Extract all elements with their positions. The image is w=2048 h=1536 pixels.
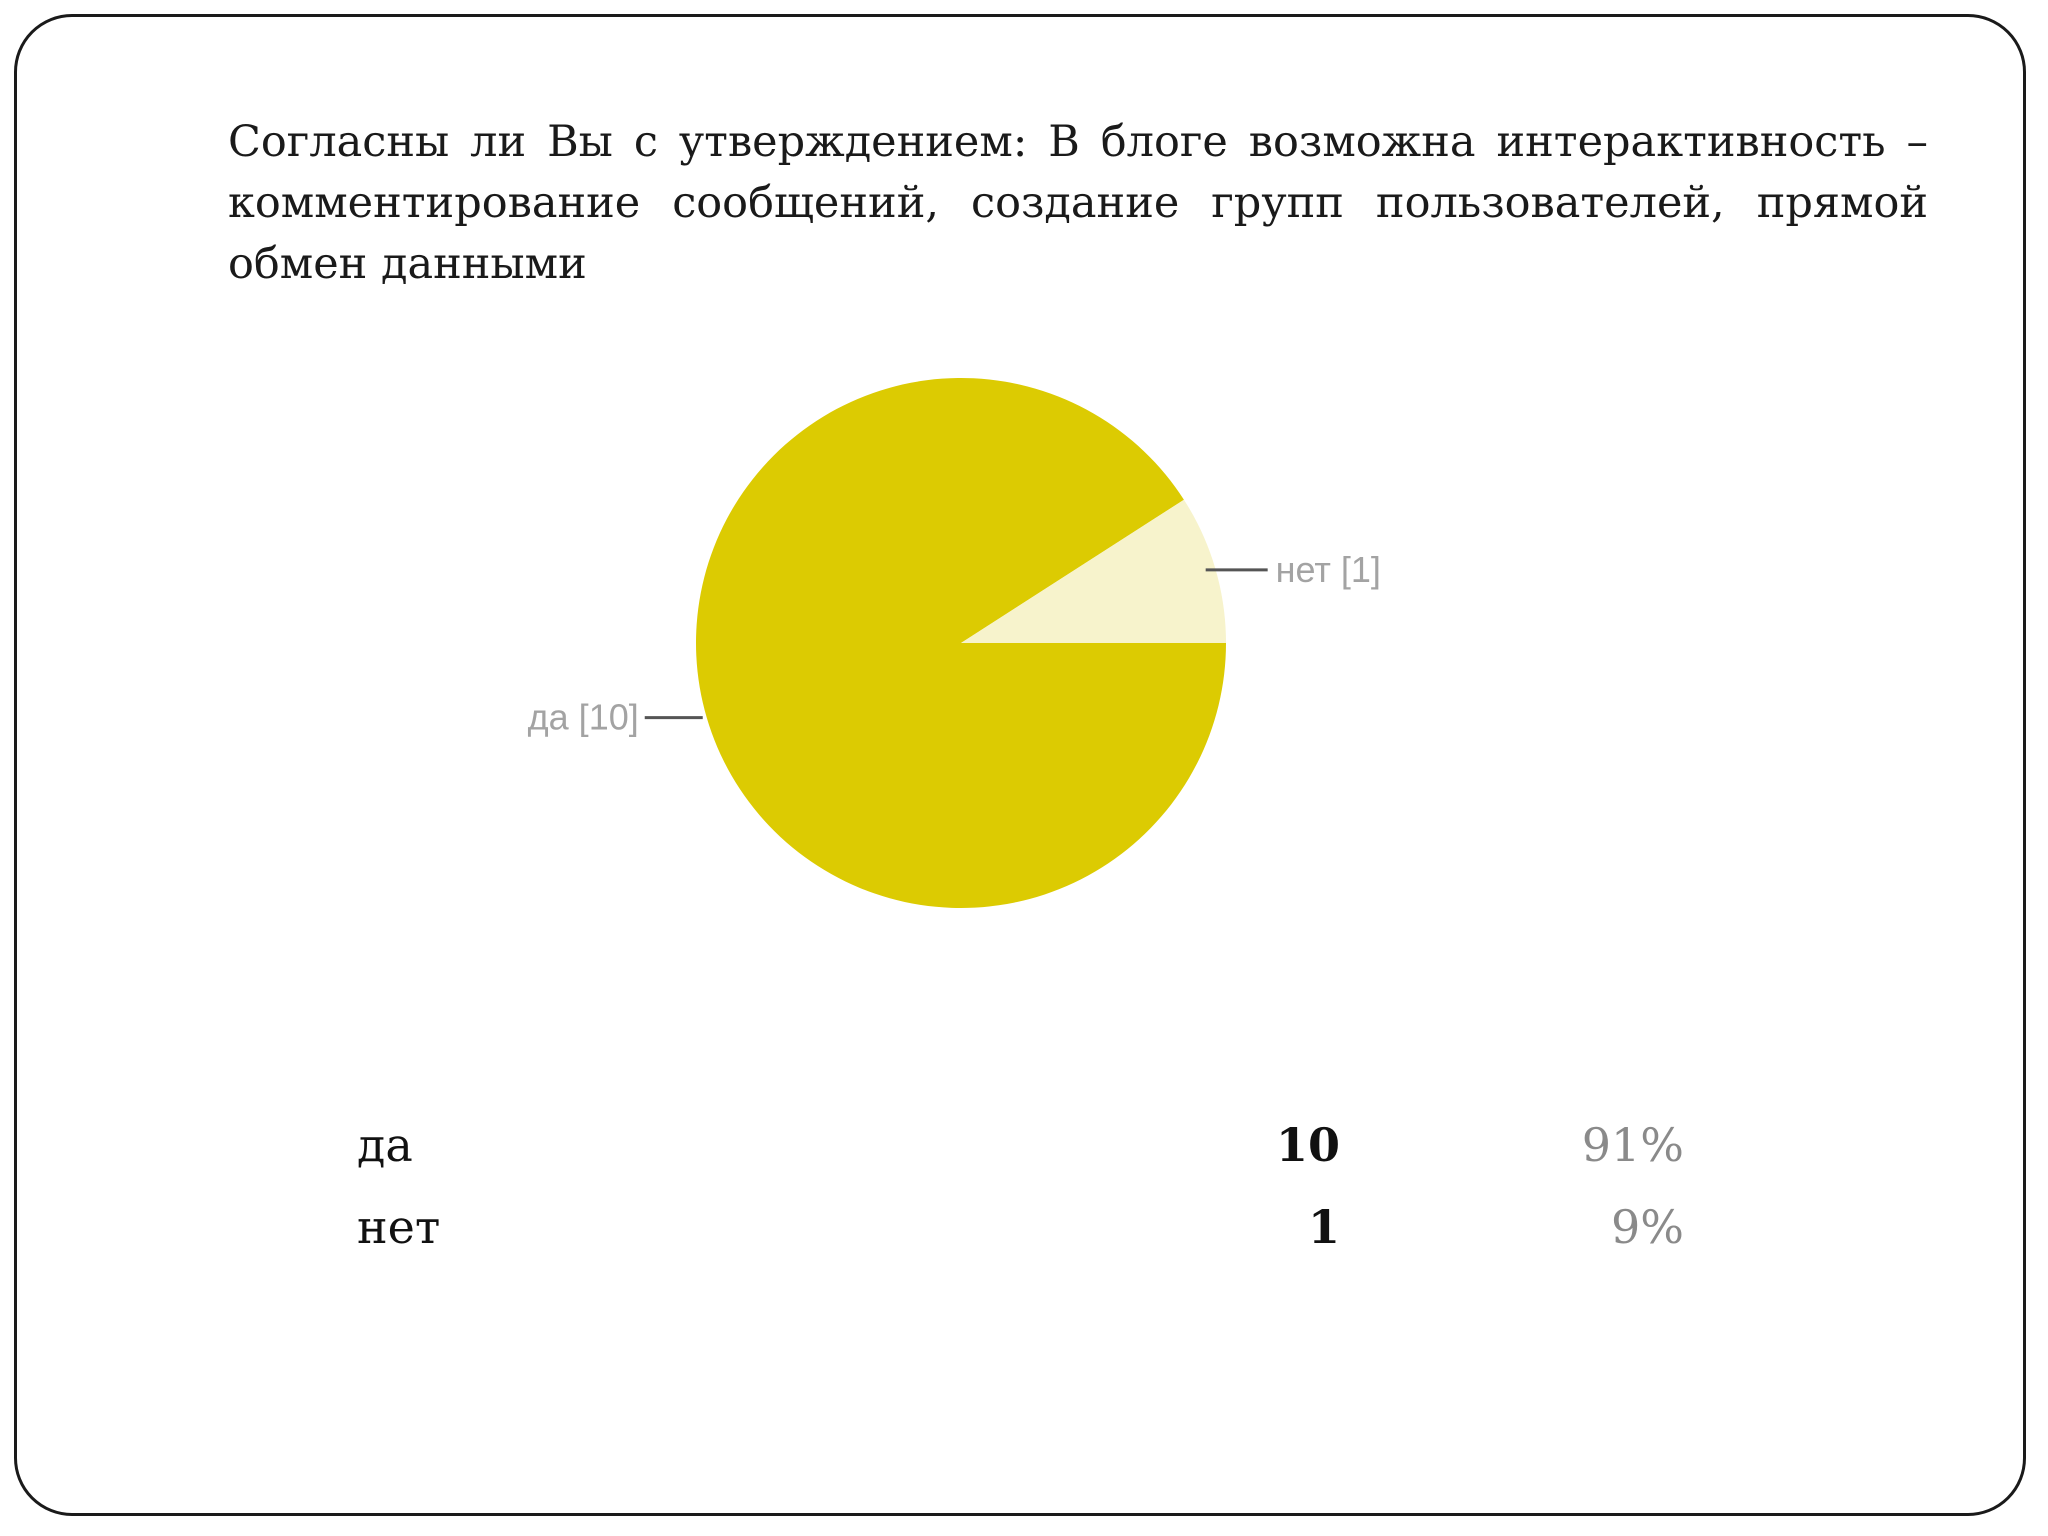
summary-percent: 91% [1581, 1118, 1684, 1172]
summary-label: да [357, 1118, 413, 1172]
summary-label: нет [357, 1200, 441, 1254]
summary-row: нет 1 9% [0, 1200, 2048, 1260]
pie-slice-нет [961, 499, 1226, 643]
pie-slice-да [696, 378, 1227, 909]
summary-row: да 10 91% [0, 1118, 2048, 1178]
question-title: Согласны ли Вы с утверждением: В блоге в… [228, 117, 1928, 289]
summary-count: 10 [1275, 1118, 1340, 1172]
summary-count: 1 [1307, 1200, 1340, 1254]
slice-label: да [10] [528, 697, 639, 738]
slice-label: нет [1] [1276, 549, 1381, 590]
summary-percent: 9% [1611, 1200, 1684, 1254]
